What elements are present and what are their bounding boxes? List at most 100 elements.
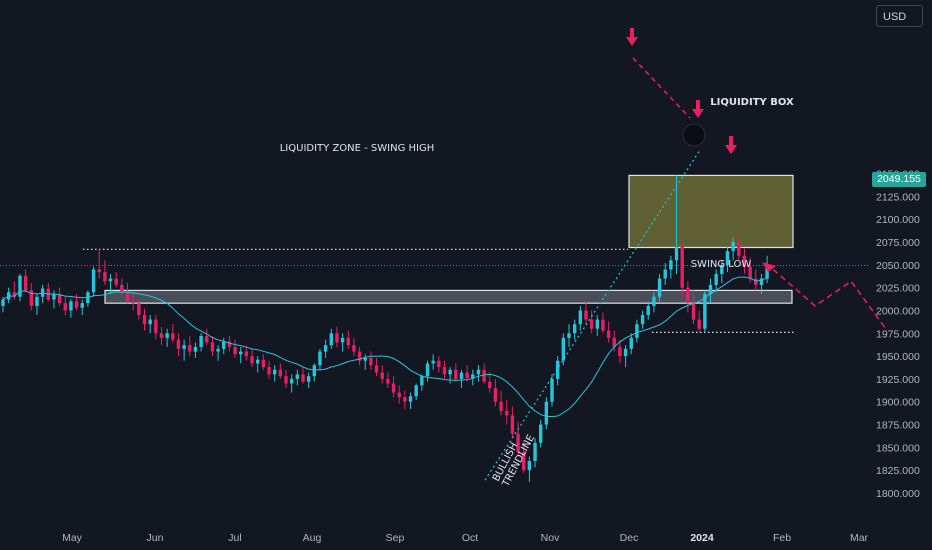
candle-body xyxy=(527,461,532,471)
y-tick-label: 1900.000 xyxy=(876,397,920,409)
candle-body xyxy=(205,336,209,343)
current-price-tag: 2049.155 xyxy=(872,172,926,187)
candle-body xyxy=(629,337,633,349)
candle-body xyxy=(476,369,481,375)
candle-body xyxy=(448,369,452,375)
candle-body xyxy=(674,246,679,261)
candle-body xyxy=(69,301,73,311)
x-tick-label: 2024 xyxy=(690,532,714,544)
candle-body xyxy=(295,374,300,379)
x-tick-label: Sep xyxy=(386,532,405,544)
candle-body xyxy=(391,383,396,393)
candle-body xyxy=(561,337,566,361)
y-tick-label: 1800.000 xyxy=(876,488,920,500)
candle-body xyxy=(623,348,628,357)
candle-body xyxy=(652,296,656,306)
swing-high-label: LIQUIDITY ZONE - SWING HIGH xyxy=(280,143,435,154)
candle-body xyxy=(289,378,294,384)
candle-body xyxy=(154,319,158,334)
moving-average-line xyxy=(2,276,768,418)
candle-body xyxy=(256,359,260,364)
candle-body xyxy=(522,451,526,471)
swing-low-label: SWING LOW xyxy=(691,259,752,270)
candle-body xyxy=(618,346,622,357)
liquidity-zone-band xyxy=(104,289,793,304)
candle-body xyxy=(312,365,316,377)
liquidity-box-label: LIQUIDITY BOX xyxy=(710,97,794,108)
candle-body xyxy=(425,363,430,377)
candle-body xyxy=(697,319,701,329)
annotations-layer: LIQUIDITY ZONE - SWING HIGH LIQUIDITY BOX… xyxy=(280,28,888,489)
down-arrow-shaft xyxy=(630,28,634,37)
candle-body xyxy=(482,369,486,382)
candle-body xyxy=(420,376,424,386)
down-arrow-2 xyxy=(692,100,704,118)
candle-body xyxy=(397,392,401,398)
candle-body xyxy=(612,337,616,347)
x-tick-label: Oct xyxy=(462,532,478,544)
candle-body xyxy=(323,345,328,352)
candle-body xyxy=(188,345,192,352)
candle-body xyxy=(108,278,113,282)
candle-body xyxy=(742,255,747,267)
candle-body xyxy=(663,269,667,279)
candle-body xyxy=(539,424,543,443)
candle-body xyxy=(606,330,611,338)
candle-body xyxy=(595,319,599,329)
y-tick-label: 2025.000 xyxy=(876,283,920,295)
candle-body xyxy=(74,301,79,308)
candle-body xyxy=(720,264,724,274)
candle-body xyxy=(488,381,492,389)
candle-body xyxy=(669,260,673,270)
candle-body xyxy=(329,333,333,346)
x-tick-label: Feb xyxy=(773,532,791,544)
x-tick-label: Aug xyxy=(303,532,322,544)
candle-body xyxy=(23,275,28,291)
candle-body xyxy=(646,305,650,316)
candle-body xyxy=(510,415,515,434)
bullish-trendline xyxy=(484,149,701,481)
candle-body xyxy=(267,367,271,375)
candle-body xyxy=(29,290,33,306)
candle-body xyxy=(380,372,384,379)
candle-body xyxy=(222,341,226,349)
candle-body xyxy=(640,315,645,325)
candle-body xyxy=(284,376,288,384)
candle-body xyxy=(1,299,5,306)
liquidity-box xyxy=(628,174,794,249)
candle-body xyxy=(159,333,164,338)
candle-body xyxy=(748,266,752,279)
down-arrow-1 xyxy=(626,28,638,46)
candle-body xyxy=(193,346,198,352)
candle-body xyxy=(239,351,243,355)
candle-body xyxy=(199,336,203,347)
candle-body xyxy=(714,273,718,285)
candle-body xyxy=(52,294,56,300)
y-tick-label: 2050.000 xyxy=(876,260,920,272)
x-tick-label: Jun xyxy=(147,532,164,544)
candle-body xyxy=(442,367,447,375)
currency-selector[interactable]: USD xyxy=(876,5,923,27)
candle-body xyxy=(176,339,181,349)
candle-body xyxy=(363,357,367,361)
candle-body xyxy=(703,294,707,329)
candle-body xyxy=(386,378,390,384)
candle-body xyxy=(465,372,469,379)
candle-body xyxy=(250,356,254,364)
zones-layer xyxy=(0,174,870,333)
x-tick-label: Mar xyxy=(850,532,869,544)
candle-body xyxy=(171,333,175,340)
candle-body xyxy=(80,303,84,308)
candle-body xyxy=(97,269,101,273)
projection-arrowhead xyxy=(762,262,776,272)
down-arrow-shaft xyxy=(729,136,733,145)
y-tick-label: 1825.000 xyxy=(876,465,920,477)
candle-body xyxy=(471,374,475,379)
candle-body xyxy=(572,324,577,334)
y-tick-label: 2100.000 xyxy=(876,214,920,226)
candle-body xyxy=(691,301,696,320)
x-tick-label: Jul xyxy=(228,532,241,544)
